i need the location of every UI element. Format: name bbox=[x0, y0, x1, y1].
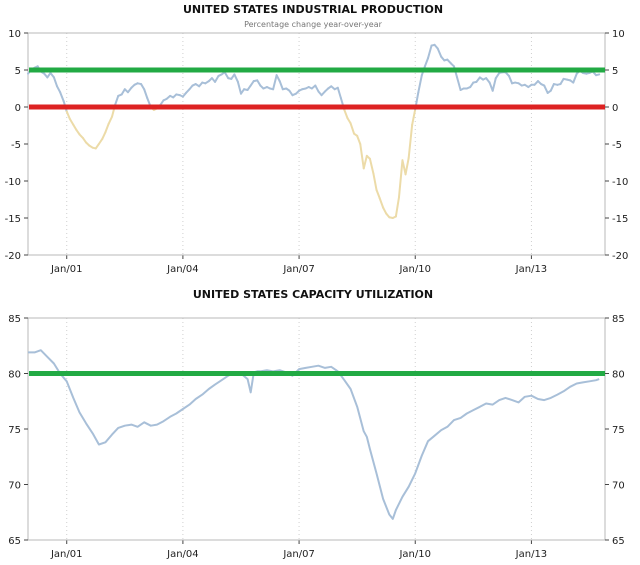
chart-subtitle: Percentage change year-over-year bbox=[244, 20, 383, 29]
y-tick-label-left: 65 bbox=[8, 536, 21, 547]
x-tick-label: Jan/01 bbox=[50, 264, 83, 275]
capacity-utilization-chart: UNITED STATES CAPACITY UTILIZATION Jan/0… bbox=[8, 288, 624, 560]
series-line-segment bbox=[359, 143, 365, 170]
series-line-segment bbox=[52, 76, 59, 88]
series-line-segment bbox=[368, 157, 375, 175]
x-tick-label: Jan/07 bbox=[282, 264, 315, 275]
series-line-segment bbox=[140, 83, 146, 91]
series-line-segment bbox=[68, 117, 75, 126]
series-line-segment bbox=[491, 77, 497, 92]
y-tick-label-right: 85 bbox=[612, 314, 625, 325]
series-line-segment bbox=[278, 80, 284, 91]
y-tick-label-right: -15 bbox=[612, 214, 628, 225]
x-tick-label: Jan/13 bbox=[515, 264, 548, 275]
series-line-segment bbox=[236, 80, 242, 95]
chart-title: UNITED STATES INDUSTRIAL PRODUCTION bbox=[183, 3, 443, 16]
series-line-segment bbox=[59, 91, 65, 103]
series-line-segment bbox=[549, 83, 555, 92]
series-line-segment bbox=[336, 86, 342, 100]
x-tick-label: Jan/07 bbox=[282, 549, 315, 560]
plot-frame bbox=[27, 32, 606, 256]
y-tick-label-right: 5 bbox=[612, 66, 618, 77]
series-line-segment bbox=[382, 206, 388, 215]
series-line-segment bbox=[427, 44, 433, 60]
x-tick-label: Jan/10 bbox=[398, 549, 431, 560]
series-line-segment bbox=[494, 71, 501, 80]
series-line-segment bbox=[256, 79, 262, 87]
y-tick-label-left: 75 bbox=[8, 425, 21, 436]
series-line-segment bbox=[407, 123, 414, 160]
series-line-segment bbox=[349, 122, 356, 135]
series-line-segment bbox=[397, 159, 404, 199]
series-line-segment bbox=[507, 74, 514, 85]
y-tick-label-right: 0 bbox=[612, 103, 618, 114]
y-tick-label-left: 70 bbox=[8, 481, 21, 492]
y-tick-label-left: -20 bbox=[5, 251, 21, 262]
series-line-segment bbox=[595, 73, 601, 77]
y-tick-label-left: 5 bbox=[15, 66, 21, 77]
y-tick-label-right: 65 bbox=[612, 536, 625, 547]
x-tick-label: Jan/10 bbox=[398, 264, 431, 275]
y-tick-label-left: 0 bbox=[15, 103, 21, 114]
series-line-segment bbox=[436, 47, 443, 58]
y-tick-label-left: -15 bbox=[5, 214, 21, 225]
series-line-segment bbox=[56, 85, 62, 94]
series-line-segment bbox=[346, 117, 352, 125]
series-line-segment bbox=[375, 188, 381, 200]
series-line-segment bbox=[456, 76, 462, 91]
series-line bbox=[28, 349, 600, 520]
y-tick-label-left: -5 bbox=[11, 140, 21, 151]
y-tick-label-left: 10 bbox=[8, 29, 21, 40]
y-tick-label-right: -10 bbox=[612, 177, 628, 188]
series-line-segment bbox=[104, 123, 110, 134]
y-tick-label-right: 70 bbox=[612, 481, 625, 492]
series-line-segment bbox=[404, 157, 410, 176]
series-line-segment bbox=[114, 94, 120, 106]
chart-title: UNITED STATES CAPACITY UTILIZATION bbox=[193, 288, 433, 301]
y-tick-label-right: 80 bbox=[612, 370, 625, 381]
y-tick-label-right: -20 bbox=[612, 251, 628, 262]
series-line-segment bbox=[214, 74, 220, 83]
series-line-segment bbox=[394, 196, 400, 218]
x-tick-label: Jan/04 bbox=[166, 549, 199, 560]
x-tick-label: Jan/13 bbox=[515, 549, 548, 560]
x-tick-label: Jan/04 bbox=[166, 264, 199, 275]
x-tick-label: Jan/01 bbox=[50, 549, 83, 560]
series-line-segment bbox=[65, 110, 71, 120]
series-line-segment bbox=[107, 115, 114, 126]
series-line-segment bbox=[72, 123, 78, 131]
series-line-segment bbox=[233, 73, 239, 83]
series-line-segment bbox=[417, 74, 423, 94]
series-line-segment bbox=[378, 197, 385, 209]
series-line-segment bbox=[372, 172, 378, 191]
series-line-segment bbox=[314, 84, 320, 93]
y-tick-label-right: -5 bbox=[612, 140, 622, 151]
y-tick-label-right: 75 bbox=[612, 425, 625, 436]
y-tick-label-left: 85 bbox=[8, 314, 21, 325]
series-line-segment bbox=[356, 134, 362, 145]
y-tick-label-right: 10 bbox=[612, 29, 625, 40]
plot-frame bbox=[27, 317, 606, 541]
industrial-production-chart: UNITED STATES INDUSTRIAL PRODUCTION Perc… bbox=[5, 3, 629, 275]
series-line-segment bbox=[143, 88, 149, 100]
series-line-segment bbox=[559, 77, 565, 86]
series-line-segment bbox=[275, 74, 281, 83]
series-line-segment bbox=[97, 137, 104, 145]
series-line-segment bbox=[411, 108, 417, 126]
series-line-segment bbox=[343, 108, 349, 120]
series-line-segment bbox=[272, 74, 278, 91]
series-line-segment bbox=[423, 57, 430, 68]
series-line-segment bbox=[572, 72, 578, 84]
series-line-segment bbox=[543, 84, 549, 94]
series-line-segment bbox=[362, 154, 368, 170]
y-tick-label-left: 80 bbox=[8, 370, 21, 381]
series-line-segment bbox=[223, 71, 230, 80]
y-tick-label-left: -10 bbox=[5, 177, 21, 188]
series-line-segment bbox=[101, 131, 107, 140]
